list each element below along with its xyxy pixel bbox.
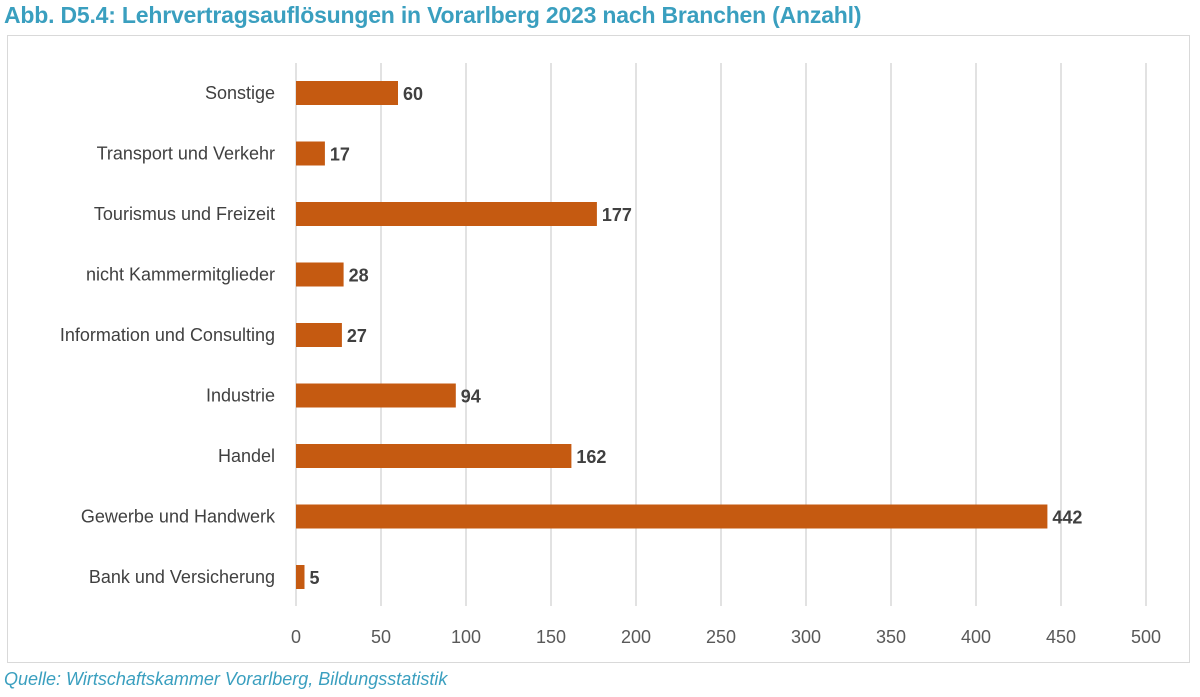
bar (296, 383, 456, 408)
data-label: 94 (461, 387, 481, 407)
bar (296, 202, 597, 226)
x-tick-label: 350 (876, 627, 906, 647)
data-label: 442 (1052, 508, 1082, 528)
category-label: Bank und Versicherung (89, 567, 275, 587)
bar (296, 444, 572, 468)
x-tick-label: 300 (791, 627, 821, 647)
chart-title: Abb. D5.4: Lehrvertragsauflösungen in Vo… (4, 2, 862, 28)
category-label: Handel (218, 446, 275, 466)
category-label: Tourismus und Freizeit (94, 204, 275, 224)
bar (296, 262, 344, 287)
x-tick-label: 150 (536, 627, 566, 647)
x-tick-label: 0 (291, 627, 301, 647)
bar (296, 565, 305, 589)
data-label: 5 (310, 568, 320, 588)
data-label: 177 (602, 205, 632, 225)
category-label: Gewerbe und Handwerk (81, 507, 276, 527)
data-label: 28 (349, 266, 369, 286)
category-label: Information und Consulting (60, 325, 275, 345)
chart-frame (7, 35, 1190, 663)
bar (296, 323, 342, 347)
x-tick-label: 250 (706, 627, 736, 647)
bar (296, 141, 325, 166)
x-tick-label: 450 (1046, 627, 1076, 647)
data-label: 60 (403, 84, 423, 104)
data-label: 17 (330, 145, 350, 165)
category-label: Sonstige (205, 83, 275, 103)
bar (296, 504, 1048, 529)
x-tick-label: 100 (451, 627, 481, 647)
x-tick-label: 200 (621, 627, 651, 647)
x-tick-label: 400 (961, 627, 991, 647)
data-label: 162 (576, 447, 606, 467)
bar (296, 81, 398, 105)
data-label: 27 (347, 326, 367, 346)
x-tick-label: 500 (1131, 627, 1161, 647)
category-label: nicht Kammermitglieder (86, 265, 275, 285)
category-label: Industrie (206, 386, 275, 406)
source-note: Quelle: Wirtschaftskammer Vorarlberg, Bi… (4, 669, 448, 689)
category-label: Transport und Verkehr (97, 144, 275, 164)
x-tick-label: 50 (371, 627, 391, 647)
